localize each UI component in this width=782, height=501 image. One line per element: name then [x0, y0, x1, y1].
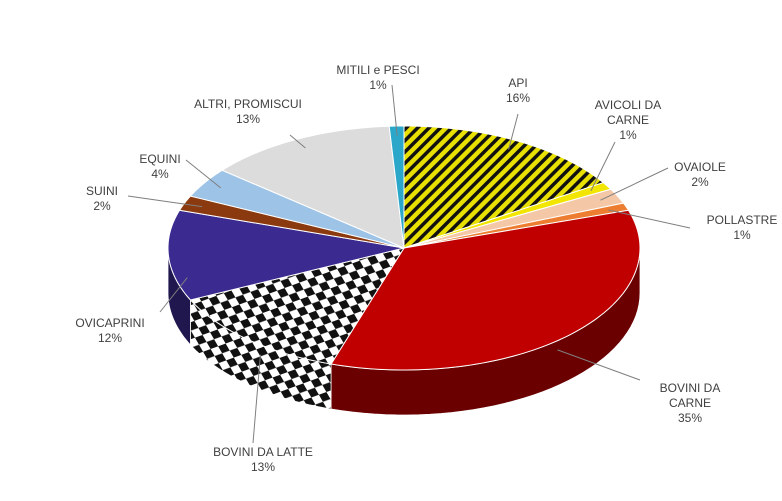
data-label: MITILI e PESCI 1% [336, 63, 419, 93]
category-label: API [508, 76, 528, 90]
value-label: 13% [250, 460, 276, 474]
data-label: SUINI 2% [86, 184, 118, 214]
leader-line [600, 167, 669, 201]
pie-tops [167, 125, 641, 371]
leader-line [557, 349, 641, 381]
category-label: BOVINI DA CARNE [659, 381, 721, 410]
value-label: 2% [93, 199, 111, 213]
pie-slice [167, 209, 405, 301]
category-label: ALTRI, PROMISCUI [194, 97, 302, 111]
leader-line [608, 209, 691, 229]
value-label: 13% [235, 112, 261, 126]
data-label: OVICAPRINI 12% [75, 316, 144, 346]
category-label: AVICOLI DA CARNE [594, 98, 662, 127]
pie-slice [403, 188, 625, 249]
category-label: BOVINI DA LATTE [213, 445, 313, 459]
data-label: BOVINI DA CARNE 35% [644, 381, 736, 426]
leader-line [508, 113, 519, 150]
leader-line [127, 195, 203, 208]
category-label: EQUINI [139, 152, 181, 166]
value-label: 1% [619, 128, 637, 142]
value-label: 16% [505, 91, 531, 105]
pie-slice [221, 125, 405, 249]
data-label: OVAIOLE 2% [674, 160, 726, 190]
data-label: ALTRI, PROMISCUI 13% [194, 97, 302, 127]
data-label: POLLASTRE 1% [707, 213, 778, 243]
value-label: 4% [151, 167, 169, 181]
value-label: 35% [677, 411, 703, 425]
category-label: OVICAPRINI [75, 316, 145, 330]
data-label: EQUINI 4% [139, 152, 180, 182]
data-label: API 16% [506, 76, 530, 106]
category-label: OVAIOLE [674, 160, 726, 174]
data-label: AVICOLI DA CARNE 1% [583, 98, 673, 143]
leader-line [289, 134, 306, 149]
value-label: 1% [369, 78, 387, 92]
data-label: BOVINI DA LATTE 13% [213, 445, 313, 475]
category-label: MITILI e PESCI [336, 63, 420, 77]
leader-line [252, 354, 261, 444]
value-label: 12% [97, 331, 123, 345]
pie-slice [178, 195, 405, 249]
pie-slice [189, 247, 406, 365]
value-label: 1% [733, 228, 751, 242]
value-label: 2% [691, 175, 709, 189]
leader-line [185, 159, 221, 189]
leader-line [590, 141, 616, 192]
category-label: POLLASTRE [706, 213, 778, 227]
leader-line [391, 84, 398, 136]
category-label: SUINI [85, 184, 119, 198]
pie-slice [330, 209, 641, 371]
leader-line [159, 277, 188, 313]
pie-slice [403, 125, 605, 249]
pie-slice [189, 169, 405, 249]
